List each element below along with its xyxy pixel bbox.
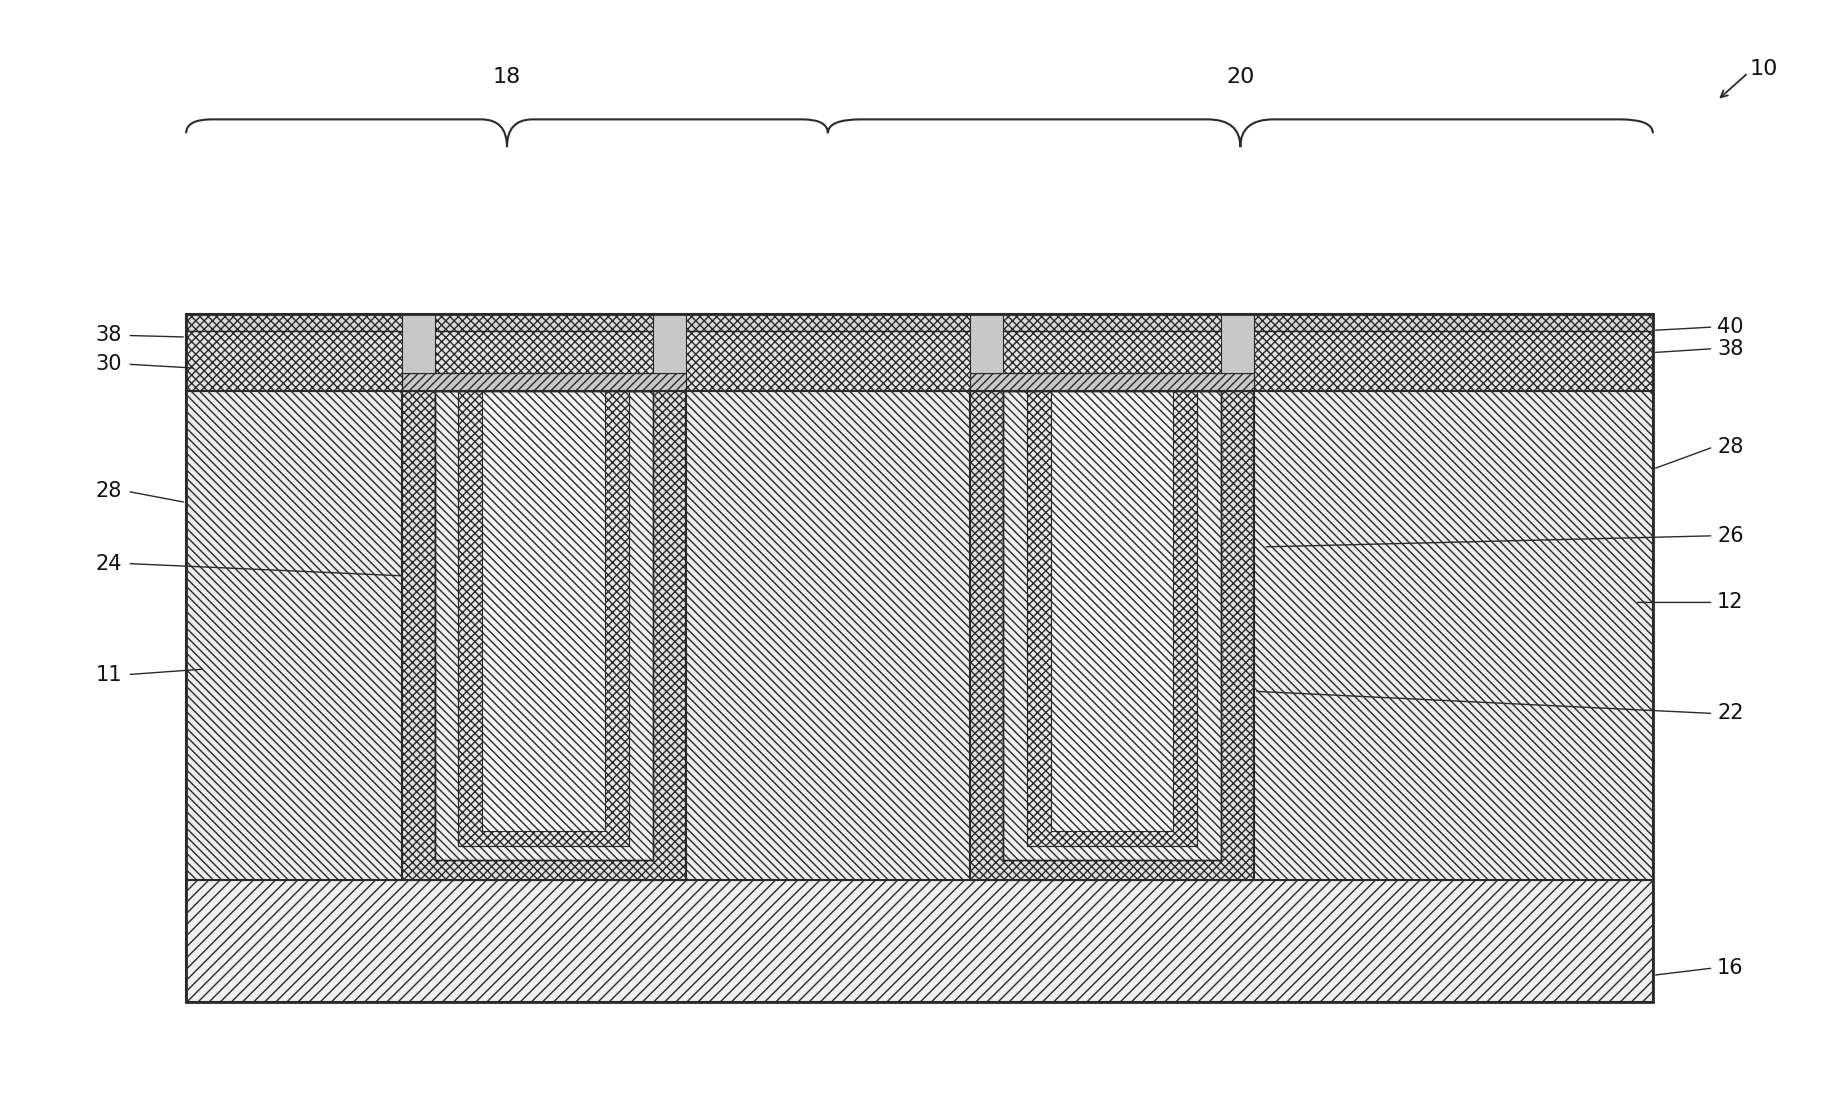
Bar	[186, 314, 1653, 1002]
Text: 10: 10	[1751, 59, 1778, 79]
Bar	[434, 392, 653, 860]
Text: 18: 18	[493, 67, 520, 87]
Bar	[653, 314, 686, 374]
Text: 11: 11	[96, 665, 121, 684]
Text: 16: 16	[1718, 958, 1743, 978]
Bar	[186, 314, 1653, 392]
Bar	[1221, 314, 1254, 374]
Bar	[969, 374, 1254, 392]
Text: 12: 12	[1718, 593, 1743, 613]
Bar	[1026, 392, 1197, 846]
Bar	[401, 314, 434, 374]
Text: 38: 38	[1718, 338, 1743, 358]
Text: 40: 40	[1718, 317, 1743, 337]
Text: 28: 28	[96, 481, 121, 501]
Bar	[186, 881, 1653, 1002]
Bar	[969, 392, 1254, 881]
Bar	[482, 392, 605, 831]
Text: 24: 24	[96, 554, 121, 574]
Bar	[458, 392, 629, 846]
Bar	[401, 374, 686, 392]
Bar	[1026, 392, 1197, 846]
Text: 30: 30	[96, 354, 121, 374]
Bar	[1002, 392, 1221, 860]
Bar	[186, 392, 1653, 881]
Text: 22: 22	[1718, 703, 1743, 723]
Text: 28: 28	[1718, 437, 1743, 456]
Bar	[434, 392, 653, 860]
Bar	[1002, 392, 1221, 860]
Bar	[1050, 392, 1173, 831]
Text: 38: 38	[96, 326, 121, 346]
Bar	[969, 314, 1002, 374]
Bar	[401, 392, 686, 881]
Bar	[458, 392, 629, 846]
Bar	[401, 392, 686, 881]
Bar	[186, 314, 1653, 330]
Text: 26: 26	[1718, 526, 1743, 546]
Bar	[969, 392, 1254, 881]
Text: 20: 20	[1227, 67, 1254, 87]
